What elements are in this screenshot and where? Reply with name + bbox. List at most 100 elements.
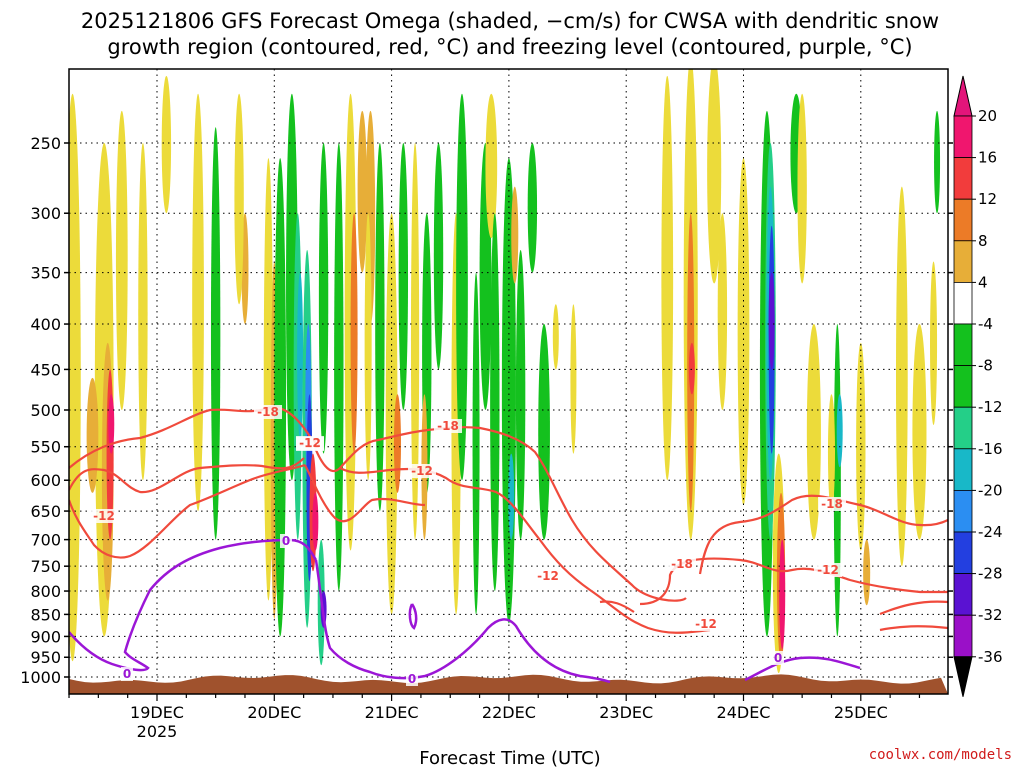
colorbar-label: 12 [978,190,997,208]
omega-cell [707,69,722,284]
x-axis-label: Forecast Time (UTC) [419,748,600,768]
colorbar-segment [953,157,973,200]
omega-cell [912,324,927,540]
dendritic-contour [304,464,426,523]
dendritic-contour-label: -18 [671,557,693,571]
y-tick-label: 650 [30,502,61,521]
y-tick-label: 500 [30,401,61,420]
dendritic-contour-label: -18 [437,419,459,433]
omega-cell [115,110,128,410]
contour-label-bg [668,557,696,571]
colorbar-segment [953,240,973,283]
x-axis: 19DEC 20DEC 21DEC 22DEC 23DEC 24DEC 25DEC 2025 [68,694,921,741]
colorbar-segment [953,614,973,658]
contour-label-bg [90,509,118,523]
chart-title-line-1: 2025121806 GFS Forecast Omega (shaded, −… [81,9,939,33]
x-tick-label: 23DEC [599,703,653,722]
y-axis: 250 300 350 400 450 500 550 600 650 700 750 800 850 9… [20,134,953,687]
colorbar-label: 20 [978,107,997,125]
contour-label-bg [534,569,562,583]
omega-cell [779,539,786,650]
omega-cell [661,75,674,481]
omega-cell [717,213,728,410]
dendritic-contour-label: -12 [299,436,321,450]
y-tick-label: 950 [30,648,61,667]
omega-cell [350,213,358,454]
omega-cell [375,143,385,512]
omega-cell [511,186,519,284]
omega-cell [297,272,304,440]
dendritic-contour [339,467,711,634]
colorbar-segment [953,573,973,616]
colorbar-label: -8 [978,357,993,375]
y-tick-label: 400 [30,315,61,334]
freezing-contour [744,656,861,682]
omega-cell [138,142,148,481]
colorbar-label: -32 [978,606,1003,624]
omega-shading [51,69,941,674]
dendritic-contour [639,557,948,606]
omega-cell [274,158,287,637]
y-tick-label: 800 [30,582,61,601]
omega-cell [737,158,750,506]
omega-cell [433,143,444,370]
dendritic-contour-label: -18 [257,405,279,419]
colorbar-label: -28 [978,565,1003,583]
terrain-surface [69,674,948,694]
x-tick-label: 24DEC [717,703,771,722]
y-tick-label: 600 [30,471,61,490]
omega-cell [856,342,866,551]
omega-cell [86,377,99,493]
dendritic-contour-label: -18 [821,497,843,511]
omega-cell [393,394,401,493]
omega-cell [51,378,63,480]
colorbar-segment [953,531,973,574]
x-tick-label: 25DEC [834,703,888,722]
omega-cell [490,213,500,592]
freezing-contour-label: 0 [282,534,290,548]
colorbar-label: -20 [978,481,1003,499]
colorbar-label: -36 [978,648,1003,666]
dendritic-contour-label: -12 [93,509,115,523]
colorbar-bottom-arrow [953,656,973,697]
omega-cell [930,261,938,426]
colorbar-segment [953,489,973,533]
omega-cell [385,213,398,615]
omega-cell [836,394,843,468]
omega-cell [192,93,204,512]
dendritic-contour-label: -12 [411,464,433,478]
y-tick-label: 700 [30,531,61,550]
dendritic-contour [698,494,948,575]
x-tick-label: 20DEC [247,703,301,722]
colorbar: 20 16 12 8 4 -4 -8 -12 -16 -20 -24 -28 -32 -36 [953,75,1003,697]
omega-cell [472,272,480,615]
omega-cell [552,304,559,370]
y-tick-label: 300 [30,204,61,223]
y-tick-label: 1000 [20,668,61,687]
y-tick-label: 900 [30,627,61,646]
omega-cell [263,158,274,601]
omega-cell [485,93,498,239]
omega-cell [570,304,577,454]
omega-cell [410,143,420,540]
dendritic-contour [69,406,687,602]
omega-cell [357,110,367,273]
dendritic-contour [69,463,306,559]
omega-cell [108,394,115,454]
colorbar-segment [953,365,973,408]
colorbar-segment [953,448,973,491]
y-tick-label: 450 [30,360,61,379]
colorbar-top-arrow [953,75,973,117]
plot-grid [69,69,948,694]
omega-cell [934,110,941,214]
y-tick-label: 750 [30,557,61,576]
x-year-label: 2025 [137,722,178,741]
freezing-contour [408,603,418,630]
contour-label-bg [692,617,720,631]
freezing-contour-label: 0 [408,672,416,686]
colorbar-label: -4 [978,315,993,333]
omega-cell [161,75,172,214]
omega-cell [527,143,538,273]
colorbar-label: 8 [978,232,988,250]
